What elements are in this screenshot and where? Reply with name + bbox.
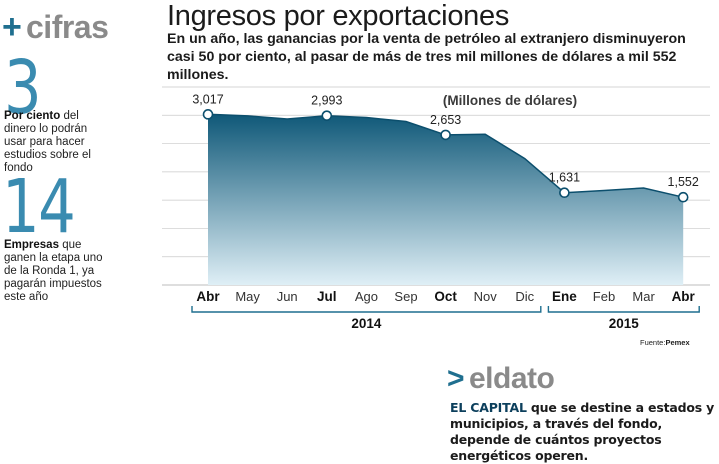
x-tick-label: Oct (434, 289, 457, 304)
data-label: 1,631 (549, 171, 580, 185)
data-point (440, 129, 451, 141)
x-tick-label: Abr (196, 289, 220, 304)
chart-subtitle: En un año, las ganancias por la venta de… (167, 31, 686, 83)
x-tick-label: Ene (552, 289, 577, 304)
year-label: 2015 (609, 316, 640, 331)
stat-1-number: 3 (4, 45, 42, 131)
x-tick-label: May (235, 289, 260, 304)
data-label: 2,993 (311, 94, 342, 108)
x-tick-label: Jul (317, 289, 337, 304)
eldato-text: EL CAPITAL que se destine a estados y mu… (450, 400, 715, 464)
source-prefix: Fuente: (640, 338, 666, 347)
year-bracket (547, 306, 700, 313)
stat-2-desc: que ganen la etapa uno de la Ronda 1, ya… (4, 239, 103, 303)
area-series (208, 114, 684, 285)
unit-label: (Millones de dólares) (443, 93, 577, 108)
x-axis: Abr May Jun Jul Ago Sep Oct Nov Dic Ene Feb Mar Abr (196, 289, 695, 304)
x-tick-label: Nov (474, 289, 498, 304)
stat-2-number: 14 (2, 164, 76, 250)
stat-2-bold: Empresas (4, 239, 59, 251)
cifras-plus-icon: + (2, 8, 22, 46)
x-tick-label: Dic (515, 289, 534, 304)
stat-1-bold: Por ciento (4, 110, 61, 122)
chart-title: Ingresos por exportaciones (167, 0, 510, 32)
eldato-lead: EL CAPITAL (450, 400, 527, 415)
stat-1-text: Por ciento del dinero lo podrán usar par… (4, 110, 104, 175)
data-point (677, 191, 689, 203)
source-note: Fuente:Pemex (640, 338, 690, 347)
x-tick-label: Jun (277, 289, 298, 304)
year-bracket (191, 306, 542, 313)
data-label: 3,017 (192, 92, 223, 106)
x-tick-label: Mar (632, 289, 655, 304)
data-point (202, 109, 214, 120)
cifras-heading: cifras (26, 9, 109, 45)
year-groups: 2014 2015 (191, 306, 700, 331)
stat-2-text: Empresas que ganen la etapa uno de la Ro… (4, 239, 104, 304)
data-label: 1,552 (668, 175, 699, 189)
year-label: 2014 (351, 316, 382, 331)
x-tick-label: Abr (672, 289, 696, 304)
data-point (559, 187, 570, 199)
x-tick-label: Feb (593, 289, 615, 304)
x-tick-label: Sep (394, 289, 417, 304)
eldato-heading: eldato (469, 362, 555, 395)
x-tick-label: Ago (355, 289, 378, 304)
source-name: Pemex (665, 338, 690, 347)
marks-layer: 3,017 2,993 2,653 1,631 1,552 (192, 92, 699, 203)
stat-1-desc: del dinero lo podrán usar para hacer est… (4, 110, 91, 174)
data-point (321, 110, 333, 121)
data-label: 2,653 (430, 113, 461, 127)
eldato-arrow-icon: > (447, 362, 465, 395)
chart: (Millones de dólares) 3,017 2,993 2,653 1,6… (160, 86, 712, 331)
